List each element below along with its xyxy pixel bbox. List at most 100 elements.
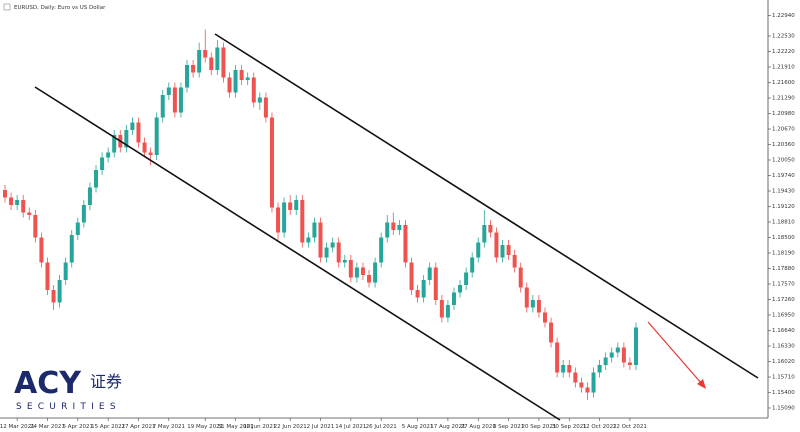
- candle-body: [336, 242, 341, 263]
- candle-body: [15, 200, 20, 205]
- candle-body: [421, 280, 426, 298]
- logo: ACY 证券 SECURITIES: [14, 366, 122, 412]
- candle-body: [494, 232, 499, 258]
- logo-brand: ACY: [14, 366, 82, 401]
- candle-body: [567, 365, 572, 373]
- candle-body: [354, 267, 359, 278]
- candle-body: [148, 152, 153, 155]
- candle-body: [621, 347, 626, 363]
- candle-body: [615, 347, 620, 353]
- y-tick-label: 1.18190: [772, 251, 795, 257]
- candle-body: [555, 342, 560, 373]
- candle-body: [130, 122, 135, 130]
- y-tick-label: 1.15090: [772, 406, 795, 412]
- candle-body: [609, 352, 614, 358]
- y-tick-label: 1.21290: [772, 96, 795, 102]
- y-tick-label: 1.20670: [772, 127, 795, 133]
- forecast-arrow: [647, 321, 703, 385]
- candle-body: [269, 117, 274, 208]
- candle-body: [512, 255, 517, 268]
- candle-body: [573, 372, 578, 383]
- candle-body: [27, 212, 32, 215]
- candle-body: [215, 47, 220, 70]
- y-tick-label: 1.16950: [772, 313, 795, 319]
- candle-body: [530, 300, 535, 308]
- logo-tagline: SECURITIES: [16, 402, 121, 412]
- candle-body: [397, 225, 402, 230]
- x-tick-label: 2 Jul 2021: [307, 424, 335, 430]
- x-tick-label: 19 May 2021: [187, 424, 223, 430]
- candle-body: [330, 242, 335, 248]
- candle-body: [75, 222, 80, 235]
- candle-body: [312, 222, 317, 238]
- candle-body: [282, 202, 287, 233]
- y-tick-label: 1.20050: [772, 158, 795, 164]
- logo-name: 证券: [90, 372, 122, 391]
- y-tick-label: 1.19430: [772, 189, 795, 195]
- x-tick-label: 26 Jul 2021: [366, 424, 397, 430]
- x-tick-label: 30 Sep 2021: [552, 424, 587, 430]
- candle-body: [488, 225, 493, 233]
- candle-body: [391, 222, 396, 230]
- arrow-head: [697, 379, 706, 389]
- x-tick-label: 12 Mar 2021: [0, 424, 35, 430]
- y-tick-label: 1.19740: [772, 173, 795, 179]
- candle-body: [178, 87, 183, 113]
- candle-body: [561, 365, 566, 373]
- candle-body: [476, 242, 481, 258]
- candle-body: [263, 97, 268, 118]
- trend-line: [214, 33, 759, 379]
- x-tick-label: 27 Aug 2021: [461, 424, 496, 430]
- candle-body: [185, 65, 190, 88]
- candle-body: [627, 362, 632, 365]
- y-tick-label: 1.17260: [772, 297, 795, 303]
- candle-body: [348, 260, 353, 278]
- y-tick-label: 1.22530: [772, 34, 795, 40]
- candle-body: [136, 122, 141, 143]
- candle-body: [3, 190, 7, 198]
- candle-body: [100, 157, 105, 170]
- x-tick-label: 31 May 2021: [218, 424, 254, 430]
- candle-body: [409, 262, 414, 290]
- y-tick-label: 1.21600: [772, 80, 795, 86]
- x-tick-label: 22 Jun 2021: [274, 424, 307, 430]
- candle-body: [427, 267, 432, 280]
- x-tick-label: 14 Jul 2021: [335, 424, 366, 430]
- y-tick-label: 1.20980: [772, 111, 795, 117]
- y-tick-label: 1.16330: [772, 344, 795, 350]
- candle-body: [39, 237, 44, 263]
- y-tick-label: 1.20360: [772, 142, 795, 148]
- x-tick-label: 17 Aug 2021: [430, 424, 465, 430]
- candle-body: [209, 57, 214, 70]
- candle-body: [318, 222, 323, 258]
- candle-body: [124, 130, 129, 148]
- x-tick-label: 22 Oct 2021: [613, 424, 647, 430]
- candle-body: [142, 142, 147, 153]
- candle-body: [81, 205, 86, 223]
- candle-body: [500, 245, 505, 258]
- candle-body: [597, 365, 602, 373]
- candle-body: [276, 207, 281, 233]
- candle-body: [458, 285, 463, 293]
- candle-body: [94, 170, 99, 188]
- candle-body: [87, 187, 92, 205]
- candle-body: [57, 280, 62, 303]
- x-tick-label: 27 Apr 2021: [121, 424, 155, 430]
- candle-body: [106, 152, 111, 158]
- candle-body: [288, 202, 293, 210]
- candle-body: [342, 260, 347, 263]
- x-tick-label: 15 Apr 2021: [91, 424, 125, 430]
- candle-body: [403, 225, 408, 263]
- candle-body: [197, 50, 202, 73]
- chart-title: EURUSD, Daily: Euro vs US Dollar: [14, 5, 106, 11]
- plot-area: [3, 29, 638, 400]
- y-tick-label: 1.15710: [772, 375, 795, 381]
- candle-body: [451, 292, 456, 305]
- candle-body: [227, 77, 232, 93]
- candle-body: [445, 305, 450, 318]
- candle-body: [63, 262, 68, 280]
- y-tick-label: 1.17570: [772, 282, 795, 288]
- y-tick-label: 1.16020: [772, 359, 795, 365]
- x-tick-label: 8 Sep 2021: [493, 424, 524, 430]
